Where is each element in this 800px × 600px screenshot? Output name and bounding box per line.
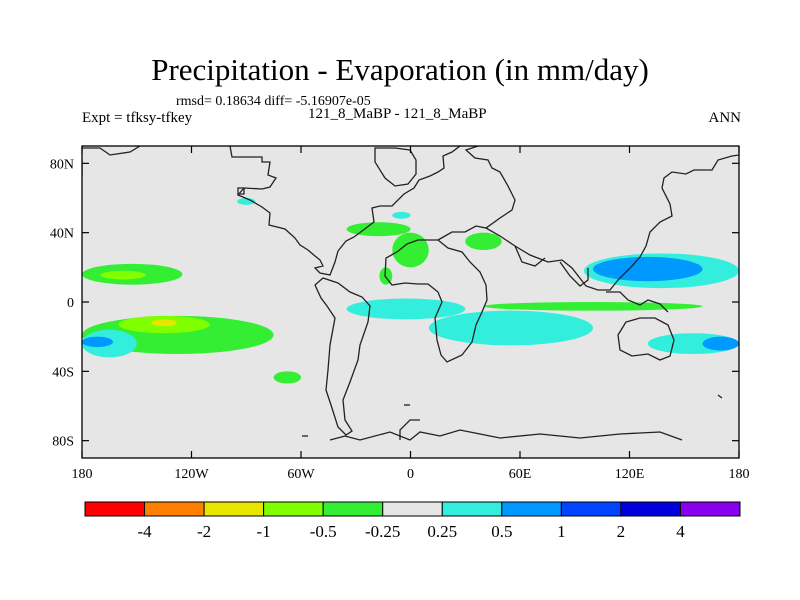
colorbar-level-label: 4	[676, 522, 685, 541]
colorbar-level-label: 1	[557, 522, 566, 541]
colorbar: -4 -2 -1 -0.5 -0.25 0.25 0.5 1 2 4	[84, 501, 741, 541]
region-indian-ocean-cyan	[428, 310, 593, 346]
y-tick-label: 40S	[52, 365, 74, 380]
season-label: ANN	[708, 110, 742, 126]
y-tick-label: 80N	[50, 157, 74, 172]
colorbar-swatch	[263, 501, 324, 517]
colorbar-level-label: -1	[257, 522, 271, 541]
x-tick-label: 120W	[174, 467, 209, 482]
region-equatorial-band-green	[483, 302, 703, 311]
region-south-pacific-yellow	[151, 319, 177, 327]
experiment-label: Expt = tfksy-tfkey	[82, 110, 193, 126]
colorbar-swatch	[84, 501, 146, 517]
y-tick-label: 80S	[52, 435, 74, 450]
region-greenland-cyan	[392, 211, 411, 219]
colorbar-level-label: 2	[617, 522, 626, 541]
colorbar-swatch	[203, 501, 265, 517]
region-south-atlantic-green	[273, 371, 301, 384]
colorbar-swatch	[441, 501, 503, 517]
y-tick-label: 0	[67, 296, 74, 311]
case-id-label: 121_8_MaBP - 121_8_MaBP	[308, 106, 487, 122]
coastlines	[82, 146, 739, 441]
x-tick-label: 180	[729, 467, 750, 482]
region-europe-green	[346, 222, 411, 237]
x-tick-label: 0	[407, 467, 414, 482]
colorbar-level-label: -0.25	[365, 522, 400, 541]
region-southeast-indian-blue	[702, 336, 739, 351]
colorbar-swatch	[322, 501, 384, 517]
region-central-asia-green	[465, 232, 502, 250]
colorbar-swatch	[679, 501, 741, 517]
region-tropical-africa-cyan	[346, 298, 466, 320]
colorbar-level-label: -4	[137, 522, 152, 541]
y-tick-label: 40N	[50, 227, 74, 242]
region-northwest-pacific-blue	[593, 256, 703, 282]
colorbar-swatch	[560, 501, 622, 517]
region-southwest-pacific-blue	[82, 336, 114, 348]
axes: 180 120W 60W 0 60E 120E 180 80N 40N 0 40S 80S	[50, 146, 750, 482]
chart-title: Precipitation - Evaporation (in mm/day)	[151, 52, 649, 87]
x-tick-label: 60W	[287, 467, 315, 482]
x-tick-label: 180	[72, 467, 93, 482]
colorbar-swatch	[620, 501, 681, 517]
colorbar-level-label: -2	[197, 522, 211, 541]
colorbar-level-label: -0.5	[310, 522, 337, 541]
colorbar-swatch	[144, 501, 205, 517]
x-tick-label: 120E	[615, 467, 645, 482]
x-tick-label: 60E	[509, 467, 532, 482]
colorbar-level-label: 0.25	[427, 522, 457, 541]
colorbar-level-label: 0.5	[491, 522, 512, 541]
colorbar-swatch	[382, 501, 443, 517]
colorbar-swatch	[501, 501, 562, 517]
contour-regions	[82, 198, 739, 384]
stats-text: rmsd= 0.18634 diff= -5.16907e-05	[176, 94, 371, 109]
region-mediterranean-green	[392, 232, 429, 268]
region-north-pacific-light-green	[100, 270, 146, 280]
